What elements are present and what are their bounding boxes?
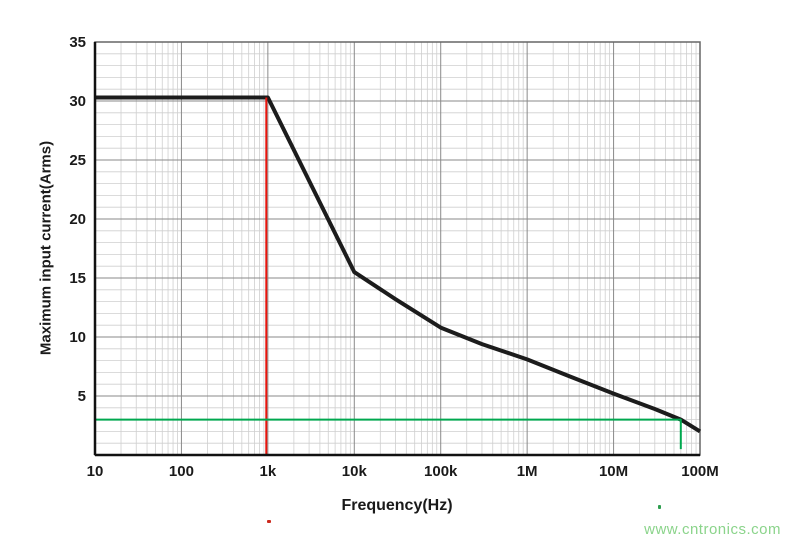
y-tick-label: 5 — [78, 388, 86, 405]
y-tick-label: 25 — [69, 152, 86, 169]
x-tick-label: 100k — [424, 463, 458, 480]
x-tick-label: 1k — [260, 463, 277, 480]
x-tick-label: 10M — [599, 463, 628, 480]
x-tick-label: 1M — [517, 463, 538, 480]
y-tick-label: 35 — [69, 34, 86, 51]
red-dot-artifact — [267, 520, 271, 523]
max-input-current-curve — [95, 95, 702, 434]
y-tick-label: 20 — [69, 211, 86, 228]
green-dot-artifact — [658, 505, 661, 509]
green-current-marker — [95, 418, 682, 450]
y-tick-label: 10 — [69, 329, 86, 346]
x-tick-label: 100M — [681, 463, 719, 480]
x-axis-label: Frequency(Hz) — [341, 497, 453, 514]
y-tick-label: 30 — [69, 93, 86, 110]
y-tick-label: 15 — [69, 270, 86, 287]
y-axis-label: Maximum input current(Arms) — [37, 140, 55, 356]
x-tick-label: 100 — [169, 463, 194, 480]
watermark-text: www.cntronics.com — [644, 521, 781, 538]
x-tick-label: 10 — [87, 463, 104, 480]
x-tick-label: 10k — [342, 463, 368, 480]
